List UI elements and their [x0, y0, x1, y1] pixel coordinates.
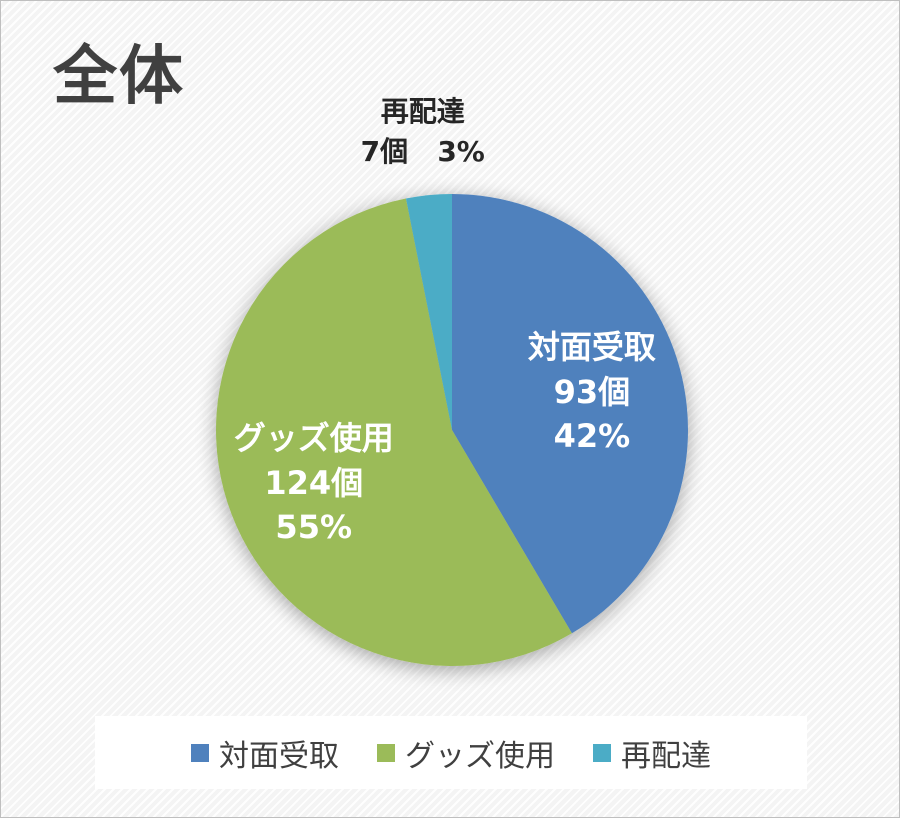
- slice-label-再配達: 再配達 7個 3%: [361, 92, 485, 170]
- legend-label: 対面受取: [219, 738, 339, 774]
- pie-slice-再配達: [405, 194, 452, 430]
- slice-label-percent: 55%: [275, 508, 353, 547]
- slice-label-count: 7個: [360, 134, 409, 168]
- chart-title: 全体: [53, 40, 185, 114]
- legend-swatch: [191, 743, 209, 762]
- pie-slice-対面受取: [452, 194, 689, 634]
- legend-label: 再配達: [621, 738, 711, 774]
- slice-label-count: 124個: [264, 463, 364, 502]
- slice-label-percent: 42%: [553, 417, 631, 456]
- legend-item-対面受取: 対面受取: [191, 731, 339, 775]
- slice-label-percent: 3%: [437, 134, 485, 168]
- legend-swatch: [377, 743, 395, 762]
- legend-label: グッズ使用: [405, 738, 555, 774]
- slice-label-category: 再配達: [380, 95, 465, 129]
- slice-label-対面受取: 対面受取 93個 42%: [528, 325, 656, 459]
- slice-label-count: 93個: [553, 372, 631, 411]
- pie-slice-グッズ使用: [216, 198, 572, 666]
- slice-label-category: 対面受取: [527, 327, 656, 366]
- legend-item-再配達: 再配達: [593, 731, 711, 775]
- chart-legend: 対面受取 グッズ使用 再配達: [95, 716, 807, 789]
- slice-label-count-percent: 7個 3%: [361, 132, 485, 171]
- legend-item-グッズ使用: グッズ使用: [377, 731, 555, 775]
- legend-swatch: [593, 743, 611, 762]
- slice-label-category: グッズ使用: [233, 418, 394, 457]
- slice-label-グッズ使用: グッズ使用 124個 55%: [234, 416, 394, 550]
